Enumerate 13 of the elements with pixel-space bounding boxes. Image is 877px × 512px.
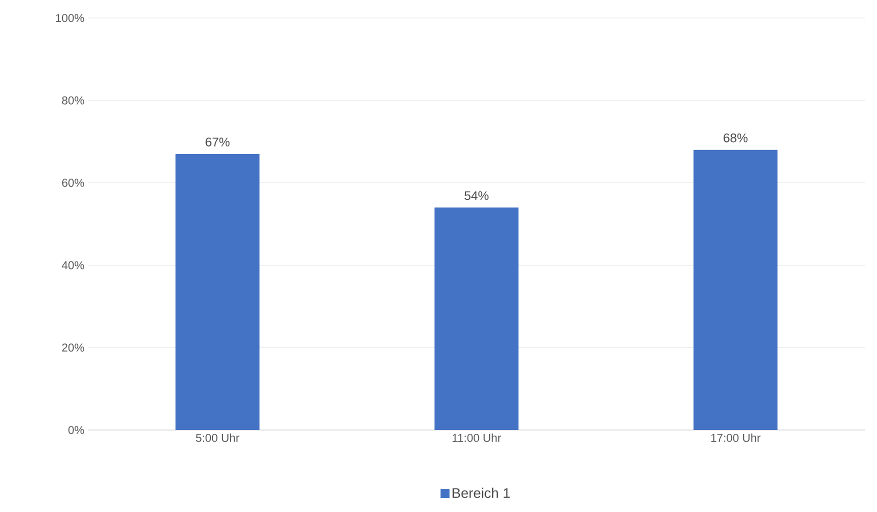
data-label: 54% xyxy=(464,191,489,200)
y-tick-label: 20% xyxy=(62,344,84,352)
y-tick-label: 60% xyxy=(62,178,84,187)
y-tick-label: 40% xyxy=(62,261,84,270)
y-tick-label: 100% xyxy=(56,14,84,22)
x-tick-label: 11:00 Uhr xyxy=(452,434,502,442)
legend-label: Bereich 1 xyxy=(452,488,510,498)
y-tick-label: 80% xyxy=(62,96,84,104)
x-tick-label: 5:00 Uhr xyxy=(196,434,240,442)
data-label: 67% xyxy=(206,138,230,146)
y-tick-label: 0% xyxy=(68,426,84,434)
x-tick-label: 17:00 Uhr xyxy=(711,434,760,442)
data-label: 68% xyxy=(724,134,748,142)
